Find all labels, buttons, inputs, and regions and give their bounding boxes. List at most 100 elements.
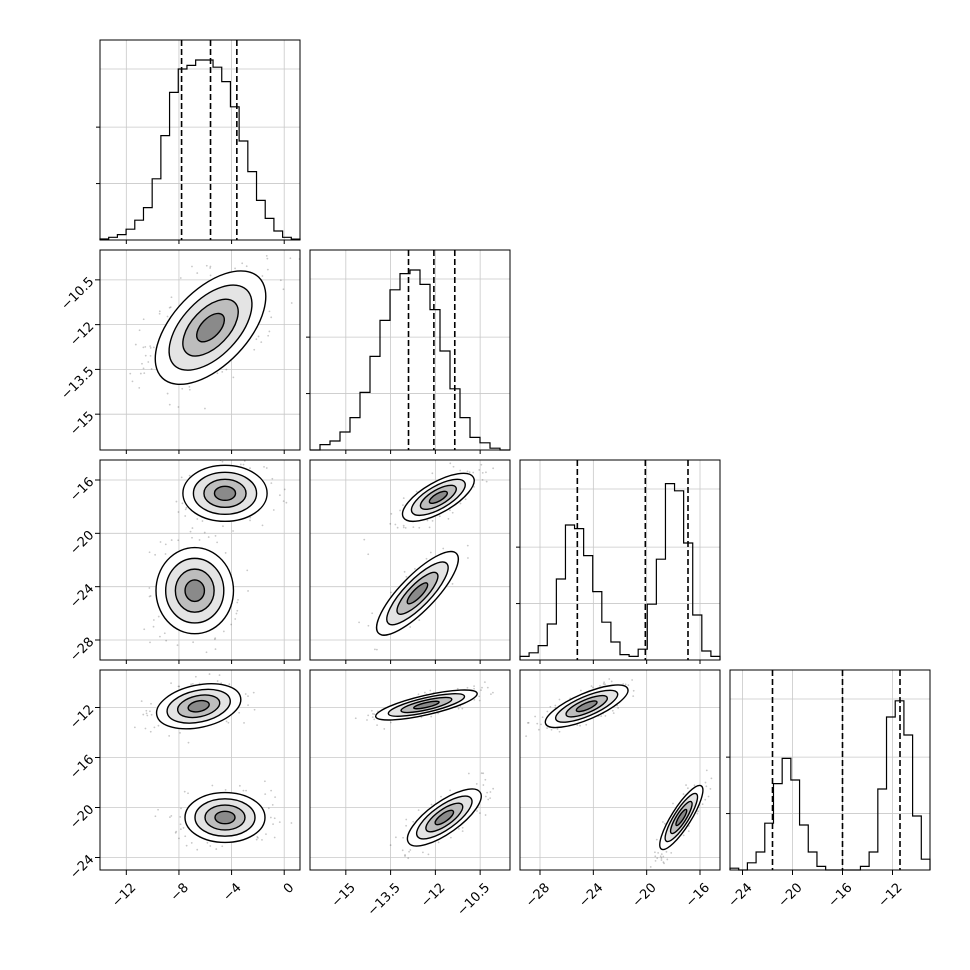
scatter-point (168, 735, 171, 737)
scatter-point (149, 354, 152, 357)
scatter-point (430, 803, 433, 806)
contour-1-0 (406, 582, 429, 605)
scatter-point (232, 530, 234, 532)
pair-panel-3-0 (99, 669, 301, 871)
scatter-point (207, 536, 210, 538)
scatter-point (484, 778, 487, 781)
scatter-point (170, 814, 173, 817)
scatter-point (405, 818, 408, 821)
scatter-point (273, 817, 276, 820)
scatter-point (374, 648, 376, 651)
xtick-label: −28 (523, 880, 553, 910)
scatter-point (468, 471, 471, 474)
scatter-point (133, 726, 136, 729)
ytick-label: −10.5 (59, 275, 98, 314)
contour-1-0 (434, 809, 455, 826)
scatter-point (228, 683, 231, 686)
scatter-point (179, 823, 182, 826)
scatter-point (489, 797, 492, 800)
scatter-point (271, 803, 274, 806)
pair-panel-3-1 (309, 669, 511, 871)
scatter-point (426, 519, 429, 522)
scatter-point (457, 707, 460, 710)
scatter-point (242, 463, 245, 466)
scatter-point (431, 472, 434, 475)
scatter-point (234, 267, 236, 270)
scatter-point (152, 625, 155, 628)
scatter-point (660, 853, 663, 856)
scatter-point (487, 798, 490, 801)
scatter-point (466, 686, 469, 689)
scatter-point (148, 551, 151, 554)
scatter-point (404, 855, 406, 857)
scatter-point (215, 848, 218, 850)
scatter-point (405, 575, 408, 578)
scatter-point (585, 723, 588, 726)
scatter-point (290, 822, 293, 824)
scatter-point (170, 296, 173, 299)
scatter-point (659, 855, 662, 858)
scatter-point (612, 712, 615, 715)
scatter-point (399, 509, 401, 512)
scatter-point (138, 386, 141, 389)
scatter-point (154, 553, 157, 556)
scatter-point (142, 367, 145, 370)
scatter-point (148, 587, 151, 589)
scatter-point (201, 520, 204, 522)
scatter-point (481, 478, 484, 481)
ytick-label: −15 (67, 409, 97, 439)
scatter-point (371, 612, 374, 615)
scatter-point (602, 682, 605, 685)
scatter-point (220, 682, 223, 685)
scatter-point (177, 539, 180, 542)
scatter-point (153, 726, 156, 729)
scatter-point (174, 831, 177, 834)
scatter-point (270, 789, 273, 792)
scatter-point (221, 845, 224, 848)
xtick-label: −12 (109, 880, 139, 910)
scatter-point (693, 784, 696, 787)
scatter-point (266, 268, 269, 271)
scatter-point (394, 836, 397, 839)
scatter-point (390, 512, 393, 515)
scatter-point (654, 859, 657, 862)
scatter-point (191, 527, 194, 529)
hist-step-3 (729, 700, 931, 871)
xtick-label: −8 (168, 880, 192, 904)
scatter-point (244, 693, 247, 695)
scatter-point (234, 618, 237, 620)
scatter-point (175, 830, 178, 833)
scatter-point (146, 714, 149, 717)
hist-frame-0 (99, 39, 301, 241)
scatter-point (144, 727, 147, 730)
scatter-point (666, 858, 669, 861)
scatter-point (179, 828, 182, 831)
scatter-point (242, 789, 245, 792)
scatter-point (373, 713, 376, 716)
scatter-point (603, 681, 605, 684)
scatter-point (442, 547, 445, 550)
scatter-point (263, 465, 265, 468)
scatter-point (476, 810, 478, 812)
scatter-point (198, 539, 201, 541)
scatter-point (372, 712, 374, 715)
scatter-point (190, 683, 193, 686)
scatter-point (168, 306, 171, 309)
scatter-point (158, 312, 161, 315)
scatter-point (181, 387, 184, 390)
scatter-point (363, 538, 366, 541)
scatter-point (218, 674, 221, 677)
pair-layer-3-1 (310, 670, 510, 870)
scatter-point (480, 689, 482, 692)
scatter-point (203, 531, 206, 534)
scatter-point (537, 728, 540, 731)
scatter-point (157, 808, 159, 811)
scatter-point (707, 795, 710, 798)
scatter-point (697, 810, 700, 813)
scatter-point (164, 543, 167, 546)
pair-layer-2-0 (100, 460, 300, 660)
scatter-point (429, 551, 432, 554)
scatter-point (456, 687, 459, 690)
hist-panel-2 (516, 459, 721, 661)
scatter-point (685, 784, 687, 786)
